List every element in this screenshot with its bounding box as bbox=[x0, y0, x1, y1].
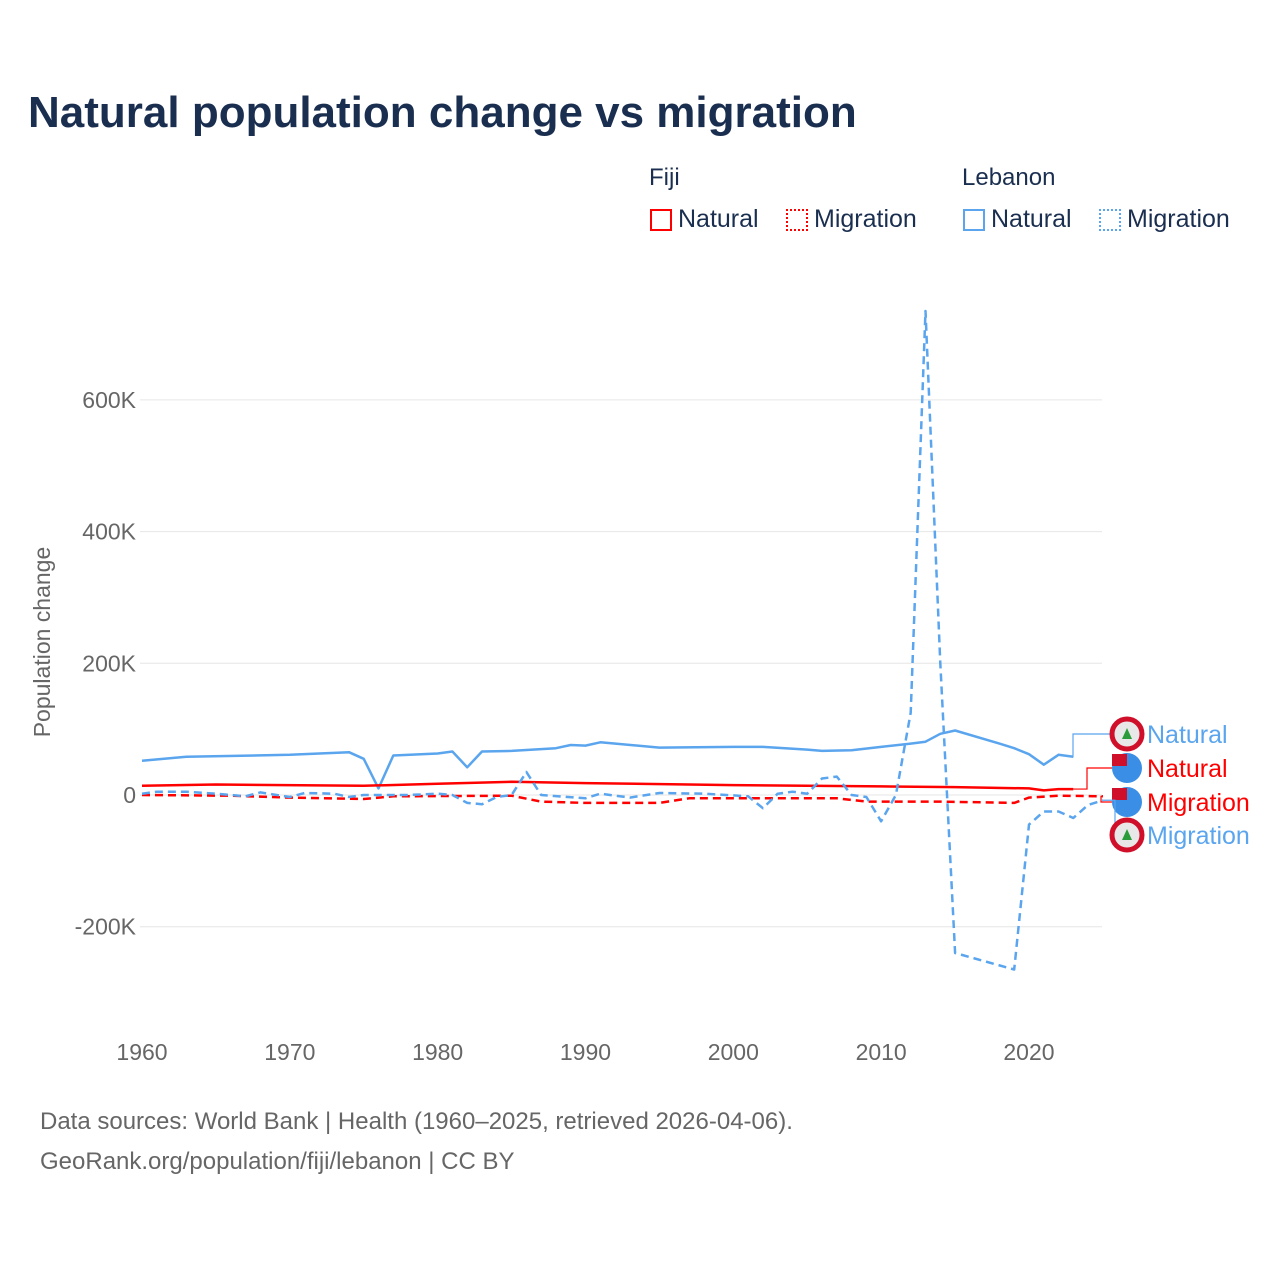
y-tick-label: 600K bbox=[82, 387, 136, 413]
legend-swatch bbox=[1099, 208, 1121, 231]
series-line-fiji-migration bbox=[141, 793, 1103, 805]
legend-label: Migration bbox=[814, 205, 917, 233]
x-tick-label: 1970 bbox=[264, 1039, 315, 1065]
cedar-icon bbox=[1122, 728, 1132, 739]
legend-fiji-natural[interactable]: Natural bbox=[650, 205, 759, 234]
legend-label: Natural bbox=[991, 205, 1072, 233]
series-end-label: Natural bbox=[1147, 755, 1228, 783]
series-end-label: Migration bbox=[1147, 789, 1250, 817]
series-line-lebanon-natural bbox=[141, 729, 1074, 790]
legend-fiji-migration[interactable]: Migration bbox=[786, 205, 917, 234]
y-axis-label: Population change bbox=[29, 547, 55, 738]
label-connector bbox=[1100, 795, 1112, 803]
x-tick-label: 1980 bbox=[412, 1039, 463, 1065]
legend-swatch bbox=[650, 208, 672, 231]
x-tick-label: 2010 bbox=[856, 1039, 907, 1065]
source-link[interactable]: GeoRank.org/population/fiji/lebanon | CC… bbox=[40, 1148, 515, 1175]
legend-lebanon-migration[interactable]: Migration bbox=[1099, 205, 1230, 234]
cedar-icon bbox=[1122, 829, 1132, 840]
y-tick-label: 200K bbox=[82, 650, 136, 676]
series-end-label: Natural bbox=[1147, 721, 1228, 749]
legend-lebanon-natural[interactable]: Natural bbox=[963, 205, 1072, 234]
union-jack-icon bbox=[1112, 754, 1127, 766]
series-line-fiji-natural bbox=[141, 780, 1074, 792]
series-end-label: Migration bbox=[1147, 822, 1250, 850]
legend-label: Natural bbox=[678, 205, 759, 233]
y-tick-label: 0 bbox=[123, 782, 136, 808]
x-tick-label: 1960 bbox=[116, 1039, 167, 1065]
y-tick-label: -200K bbox=[75, 914, 137, 940]
y-tick-label: 400K bbox=[82, 519, 136, 545]
source-note: Data sources: World Bank | Health (1960–… bbox=[40, 1108, 793, 1135]
legend-group-fiji: Fiji bbox=[649, 164, 680, 191]
label-connector bbox=[1073, 767, 1112, 790]
legend-swatch bbox=[786, 208, 808, 231]
x-tick-label: 2020 bbox=[1003, 1039, 1054, 1065]
legend-label: Migration bbox=[1127, 205, 1230, 233]
page-title: Natural population change vs migration bbox=[28, 88, 857, 137]
series-line-lebanon-migration bbox=[141, 309, 1104, 971]
union-jack-icon bbox=[1112, 788, 1127, 800]
x-tick-label: 1990 bbox=[560, 1039, 611, 1065]
legend-group-lebanon: Lebanon bbox=[962, 164, 1056, 191]
label-connector bbox=[1072, 733, 1112, 758]
legend-swatch bbox=[963, 208, 985, 231]
x-tick-label: 2000 bbox=[708, 1039, 759, 1065]
